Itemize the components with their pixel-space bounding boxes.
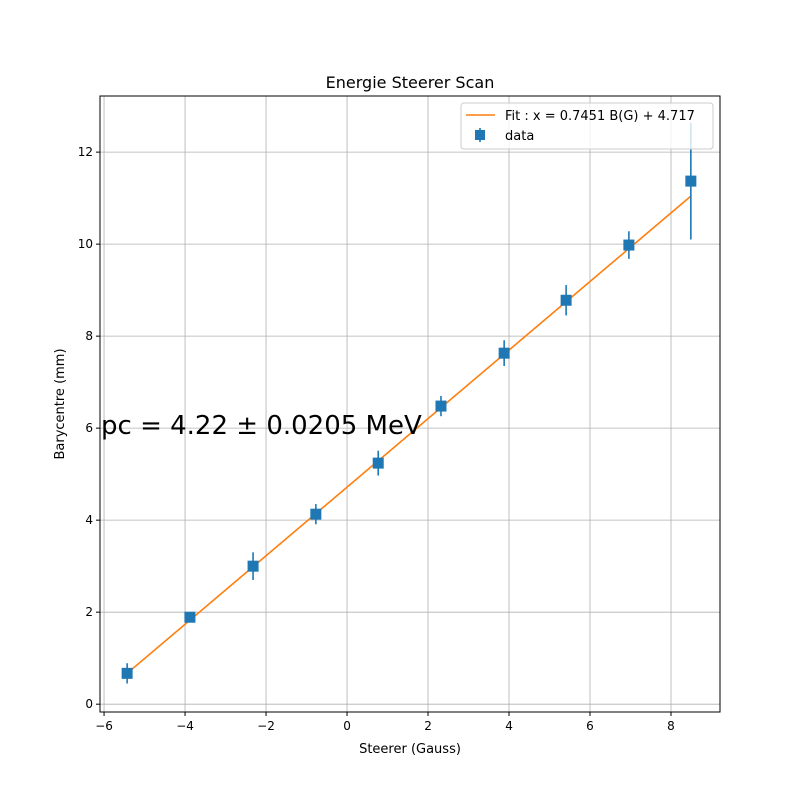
y-tick-label: 4 — [85, 513, 93, 527]
y-tick-label: 8 — [85, 329, 93, 343]
data-point — [121, 667, 133, 679]
x-tick-label: 6 — [586, 719, 594, 733]
x-tick-label: −4 — [176, 719, 194, 733]
plot-marks — [121, 122, 697, 684]
x-tick-label: 0 — [343, 719, 351, 733]
x-axis-label: Steerer (Gauss) — [359, 742, 461, 757]
data-point — [247, 560, 259, 572]
data-point — [372, 457, 384, 469]
legend-fit-label: Fit : x = 0.7451 B(G) + 4.717 — [505, 109, 695, 124]
data-point — [560, 294, 572, 306]
x-tick-label: 8 — [667, 719, 675, 733]
ticks: −6 −4 −2 0 2 4 6 8 0 2 4 6 8 10 12 — [78, 145, 675, 733]
data-point — [184, 611, 196, 623]
y-tick-label: 0 — [85, 697, 93, 711]
y-tick-label: 10 — [78, 237, 93, 251]
annotation: pc = 4.22 ± 0.0205 MeV — [101, 411, 422, 441]
legend-data-label: data — [505, 129, 534, 144]
y-tick-label: 2 — [85, 605, 93, 619]
y-tick-label: 6 — [85, 421, 93, 435]
data-point — [498, 347, 510, 359]
legend: Fit : x = 0.7451 B(G) + 4.717 data — [460, 102, 714, 150]
chart-title: Energie Steerer Scan — [326, 73, 495, 92]
legend-frame — [460, 102, 714, 150]
data-point — [435, 400, 447, 412]
x-tick-label: 4 — [505, 719, 513, 733]
legend-data-swatch — [475, 130, 485, 140]
x-tick-label: −2 — [257, 719, 275, 733]
x-tick-label: −6 — [95, 719, 113, 733]
grid — [100, 96, 720, 712]
data-point — [310, 508, 322, 520]
y-axis-label: Barycentre (mm) — [53, 348, 68, 459]
x-tick-label: 2 — [424, 719, 432, 733]
data-point — [623, 239, 635, 251]
y-tick-label: 12 — [78, 145, 93, 159]
axes-frame — [99, 95, 721, 713]
data-point — [685, 175, 697, 187]
fit-line — [126, 195, 692, 674]
